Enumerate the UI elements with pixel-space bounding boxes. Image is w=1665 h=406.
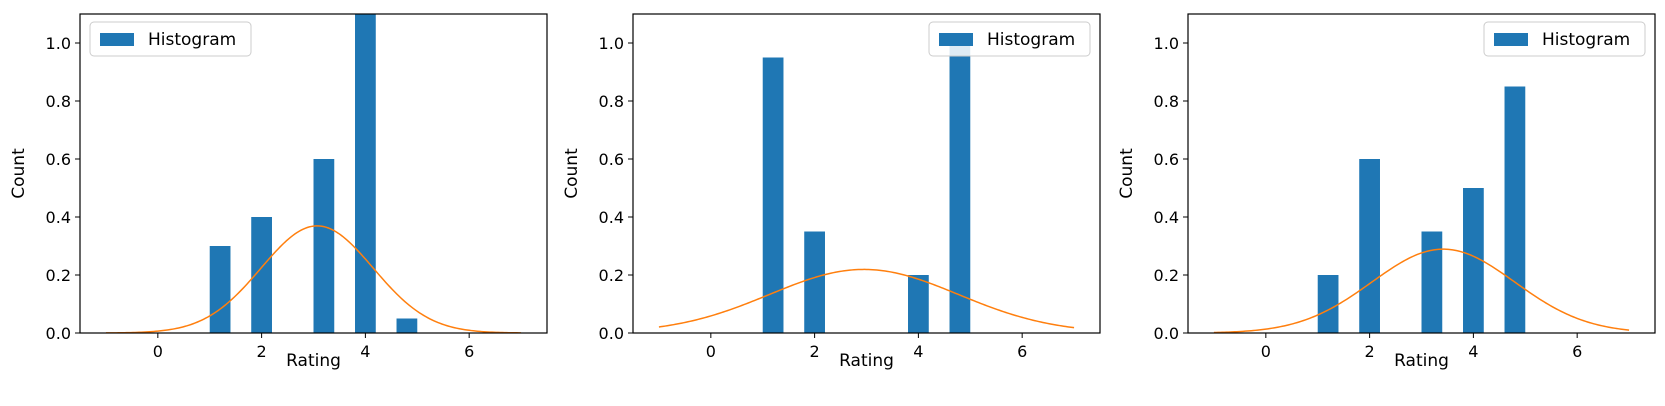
axes-frame (1187, 13, 1656, 334)
legend: Histogram (89, 21, 252, 57)
y-tick-label: 1.0 (599, 34, 624, 53)
y-tick-label: 0.8 (599, 92, 624, 111)
plot-area (658, 43, 1075, 333)
histogram-bar (1317, 275, 1339, 333)
axes-frame (632, 13, 1101, 334)
density-curve (1213, 248, 1630, 333)
density-curve (105, 225, 522, 333)
x-axis-label: Rating (286, 351, 341, 371)
histogram-bar (1359, 159, 1380, 333)
y-tick-label: 0.2 (599, 266, 624, 285)
subplot-3: 0 2 4 6 0.0 0.2 0.4 0.6 0.8 1.0 Rating Count Histogr… (1117, 13, 1656, 371)
x-tick-label: 6 (464, 342, 474, 361)
histogram-bar (251, 217, 272, 333)
plot-area (105, 14, 522, 333)
y-tick-label: 0.6 (1154, 150, 1179, 169)
histogram-bar (209, 246, 231, 333)
x-tick-label: 0 (153, 342, 163, 361)
legend-swatch (939, 33, 973, 46)
histogram-bar (804, 231, 825, 333)
y-tick-label: 0.6 (599, 150, 624, 169)
histogram-bar (1421, 231, 1443, 333)
histogram-bar (1463, 188, 1484, 333)
histogram-bar (1504, 86, 1526, 333)
legend-box (928, 21, 1091, 57)
legend-label: Histogram (987, 30, 1075, 50)
y-tick-label: 0.2 (1154, 266, 1179, 285)
x-tick-label: 4 (360, 342, 370, 361)
y-tick-label: 0.2 (46, 266, 71, 285)
density-curve (658, 268, 1075, 329)
y-axis-label: Count (1117, 148, 1137, 199)
y-tick-label: 0.4 (1154, 208, 1179, 227)
histogram-bar (762, 57, 784, 333)
legend-swatch (100, 33, 134, 46)
histogram-bar (355, 14, 376, 333)
histogram-bar (949, 43, 971, 333)
y-axis-label: Count (9, 148, 29, 199)
x-axis-label: Rating (839, 351, 894, 371)
x-tick-label: 0 (706, 342, 716, 361)
x-tick-label: 4 (1468, 342, 1478, 361)
y-axis-label: Count (562, 148, 582, 199)
y-tick-label: 0.0 (599, 324, 624, 343)
y-tick-label: 0.0 (1154, 324, 1179, 343)
y-tick-label: 0.8 (46, 92, 71, 111)
y-tick-label: 0.4 (46, 208, 71, 227)
y-tick-label: 1.0 (1154, 34, 1179, 53)
x-tick-label: 0 (1261, 342, 1271, 361)
x-tick-label: 6 (1572, 342, 1582, 361)
x-axis-label: Rating (1394, 351, 1449, 371)
plot-area (1213, 86, 1630, 333)
histogram-bar (313, 159, 335, 333)
x-tick-label: 2 (1365, 342, 1375, 361)
x-tick-label: 2 (257, 342, 267, 361)
legend: Histogram (928, 21, 1091, 57)
subplot-1: 0 2 4 6 0.0 0.2 0.4 0.6 0.8 1.0 Rating Count Histogr… (9, 13, 548, 371)
x-tick-label: 2 (810, 342, 820, 361)
histogram-bar (908, 275, 929, 333)
y-tick-label: 0.6 (46, 150, 71, 169)
legend-label: Histogram (148, 30, 236, 50)
subplot-2: 0 2 4 6 0.0 0.2 0.4 0.6 0.8 1.0 Rating Count Histogr… (562, 13, 1101, 371)
y-tick-label: 0.8 (1154, 92, 1179, 111)
legend: Histogram (1483, 21, 1646, 57)
legend-label: Histogram (1542, 30, 1630, 50)
x-tick-label: 6 (1017, 342, 1027, 361)
axes-frame (79, 13, 548, 334)
legend-box (1483, 21, 1646, 57)
legend-swatch (1494, 33, 1528, 46)
y-tick-label: 0.0 (46, 324, 71, 343)
y-tick-label: 1.0 (46, 34, 71, 53)
histogram-bar (396, 318, 418, 333)
y-tick-label: 0.4 (599, 208, 624, 227)
x-tick-label: 4 (913, 342, 923, 361)
legend-box (89, 21, 252, 57)
